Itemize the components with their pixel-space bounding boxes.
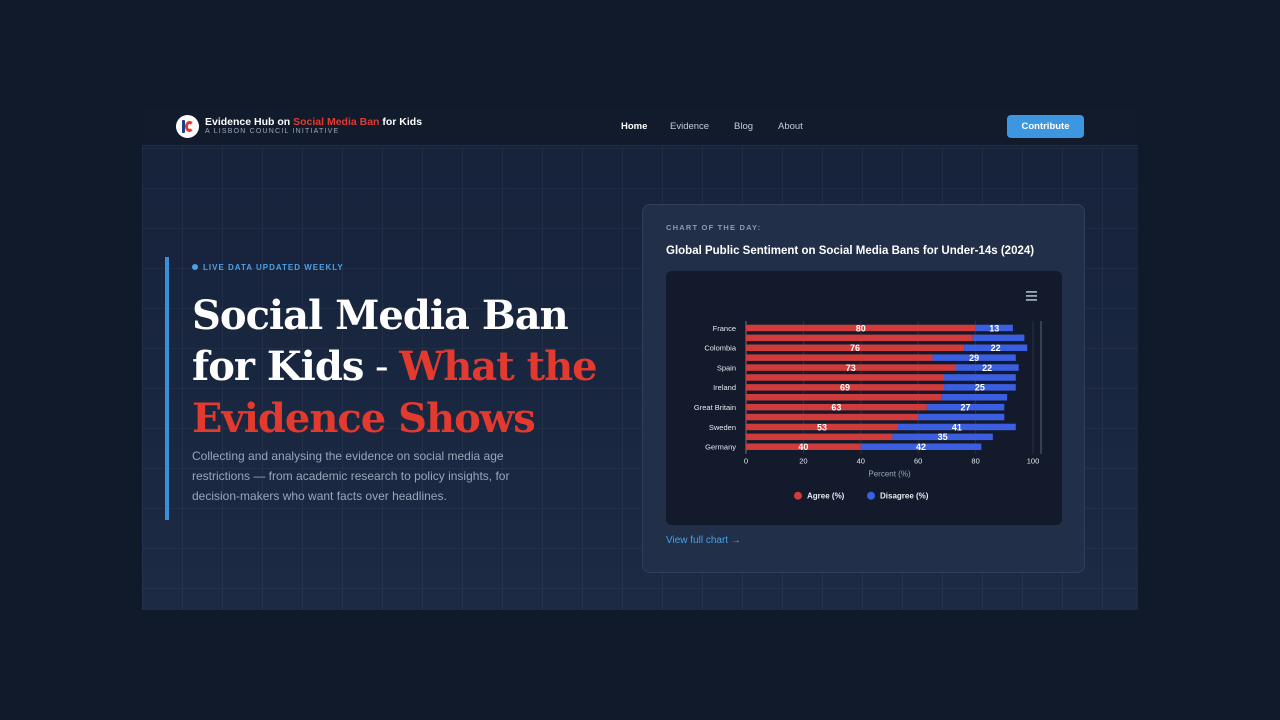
x-tick-label: 100 [1027, 457, 1040, 466]
bar-disagree [975, 324, 1013, 332]
bar-disagree [892, 433, 993, 441]
category-label: Sweden [709, 423, 736, 432]
data-label-disagree: 22 [982, 363, 992, 373]
headline-red: What the Evidence Shows [192, 343, 598, 442]
hero-headline: Social Media Ban for Kids - What the Evi… [192, 290, 632, 444]
brand-title[interactable]: Evidence Hub on Social Media Ban for Kid… [205, 116, 422, 128]
category-label: Colombia [704, 344, 737, 353]
category-label: Spain [717, 363, 736, 372]
bar-agree [746, 413, 919, 421]
headline-white: Social Media Ban for Kids [192, 292, 569, 390]
brand-subtitle: A LISBON COUNCIL INITIATIVE [205, 128, 340, 135]
data-label-disagree: 29 [969, 353, 979, 363]
data-label-agree: 73 [846, 363, 856, 373]
x-tick-label: 20 [799, 457, 807, 466]
bar-agree [746, 433, 893, 441]
stacked-bar-chart: France Colombia Spain Ireland Great Britain S… [694, 291, 1042, 501]
bar-disagree [932, 354, 1016, 361]
data-label-agree: 69 [840, 383, 850, 393]
category-label: Ireland [713, 383, 736, 392]
nav-link-blog[interactable]: Blog [734, 121, 754, 132]
bar-agree [746, 403, 927, 411]
chart-of-the-day-card: CHART OF THE DAY: Global Public Sentimen… [642, 204, 1085, 573]
live-data-tag: LIVE DATA UPDATED WEEKLY [192, 263, 344, 272]
x-axis-title: Percent (%) [868, 470, 911, 479]
live-dot-icon [192, 263, 198, 270]
bar-disagree [972, 334, 1025, 342]
data-label-disagree: 41 [952, 422, 962, 432]
chart-menu-icon[interactable] [1026, 291, 1037, 301]
legend-marker-agree [794, 491, 802, 500]
bar-disagree [944, 374, 1016, 381]
legend-label-agree: Agree (%) [807, 492, 845, 501]
data-label-agree: 63 [831, 402, 841, 412]
hero-accent-bar [165, 257, 169, 520]
bar-disagree [860, 443, 982, 450]
brand-title-suffix: for Kids [379, 116, 423, 128]
hero-lede: Collecting and analysing the evidence on… [192, 449, 510, 503]
x-tick-label: 60 [914, 457, 922, 466]
bar-disagree [926, 403, 1005, 411]
page-frame: Evidence Hub on Social Media Ban for Kid… [142, 108, 1138, 610]
data-label-disagree: 35 [938, 432, 948, 442]
bar-agree [746, 354, 933, 361]
nav-link-evidence[interactable]: Evidence [670, 121, 710, 132]
data-label-agree: 80 [856, 323, 866, 333]
data-label-disagree: 13 [989, 323, 999, 333]
legend-label-disagree: Disagree (%) [880, 492, 929, 501]
card-label: CHART OF THE DAY: [666, 223, 762, 232]
x-tick-label: 0 [744, 457, 748, 466]
nav-link-home[interactable]: Home [621, 121, 648, 132]
contribute-button[interactable]: Contribute [1007, 115, 1084, 138]
bar-agree [746, 324, 976, 332]
data-label-disagree: 27 [961, 402, 971, 412]
chart-title: Global Public Sentiment on Social Media … [666, 245, 1035, 257]
headline-dash: - [363, 344, 400, 390]
brand-title-prefix: Evidence Hub on [205, 116, 294, 128]
legend-marker-disagree [867, 491, 875, 500]
category-label: Germany [705, 443, 736, 452]
data-label-agree: 40 [798, 442, 808, 452]
view-full-chart-link[interactable]: View full chart → [666, 535, 741, 546]
bar-disagree [955, 364, 1019, 371]
top-navbar: Evidence Hub on Social Media Ban for Kid… [142, 108, 1138, 146]
bar-agree [746, 394, 942, 401]
bar-agree [746, 364, 956, 371]
data-label-agree: 76 [850, 343, 860, 353]
data-label-agree: 53 [817, 422, 827, 432]
bar-agree [746, 384, 945, 391]
bar-disagree [964, 344, 1028, 351]
x-tick-label: 80 [971, 457, 979, 466]
data-label-disagree: 42 [916, 442, 926, 452]
bar-agree [746, 344, 965, 351]
nav-link-about[interactable]: About [778, 121, 803, 132]
bar-agree [746, 423, 899, 431]
bar-disagree [944, 384, 1016, 391]
live-data-text: LIVE DATA UPDATED WEEKLY [203, 263, 344, 272]
category-label: Great Britain [694, 403, 736, 412]
bar-disagree [941, 394, 1008, 401]
bar-agree [746, 334, 973, 342]
logo-icon[interactable] [176, 115, 199, 138]
x-tick-label: 40 [857, 457, 865, 466]
bar-agree [746, 443, 861, 450]
data-label-disagree: 25 [975, 383, 985, 393]
data-label-disagree: 22 [991, 343, 1001, 353]
bar-disagree [898, 423, 1016, 431]
brand-title-highlight: Social Media Ban [293, 116, 380, 128]
category-label: France [713, 324, 736, 333]
bar-agree [746, 374, 945, 381]
chart-container: France Colombia Spain Ireland Great Britain S… [666, 271, 1062, 525]
bar-disagree [918, 413, 1005, 421]
